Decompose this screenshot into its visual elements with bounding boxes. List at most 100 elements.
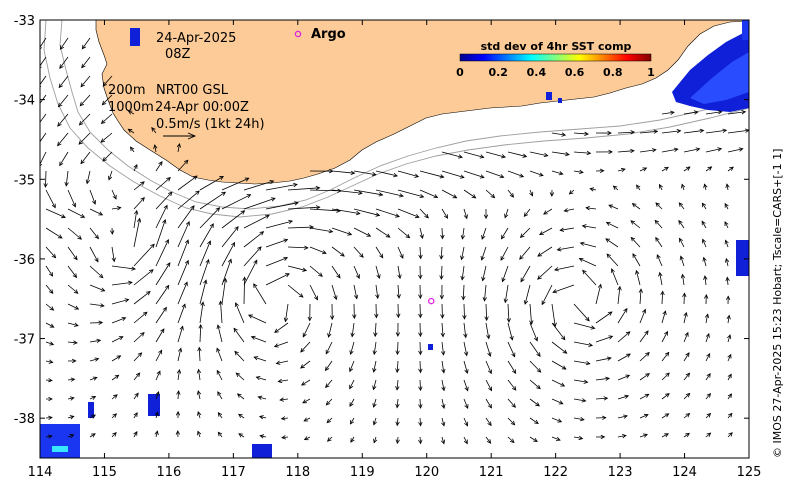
current-arrow [727,353,732,362]
current-arrow [549,189,555,197]
current-arrow [331,208,361,216]
current-arrow [155,218,167,248]
current-arrow [40,37,47,50]
current-arrow [265,182,298,191]
current-arrow [45,265,54,277]
current-arrow [661,310,667,324]
current-arrow [45,227,63,239]
current-arrow [503,284,509,304]
current-arrow [67,189,77,208]
current-arrow [543,208,553,215]
current-arrow [725,183,730,191]
current-arrow [703,275,708,286]
current-arrow [440,436,446,445]
current-arrow [67,265,78,279]
current-arrow [418,303,423,319]
current-arrow [605,221,619,229]
current-arrow [40,75,47,88]
y-tick-label: -36 [14,253,35,268]
current-arrow [67,246,78,261]
current-arrow [199,207,221,229]
current-arrow [197,430,202,438]
current-arrow [372,360,377,373]
current-arrow [177,159,189,172]
current-arrow [373,322,378,338]
current-arrow [350,322,355,338]
current-arrow [573,131,589,136]
colorbar-tick-label: 0.8 [603,66,623,79]
current-arrow [661,110,675,115]
current-arrow [606,253,619,267]
current-arrow [45,359,54,364]
current-arrow [67,358,77,364]
current-arrow [660,290,665,305]
current-arrow [463,360,469,374]
x-tick-label: 117 [221,465,246,480]
current-arrow [89,303,105,308]
current-arrow [551,417,563,423]
current-arrow [80,151,91,165]
x-tick-label: 115 [92,465,117,480]
argo-float-markers [427,297,435,305]
current-arrow [680,273,686,286]
current-arrow [578,257,597,267]
current-arrow [221,177,250,191]
current-arrow [658,271,663,286]
current-arrow [375,170,398,178]
current-arrow [353,246,364,258]
current-arrow [617,331,631,343]
colorbar-gradient [459,53,652,62]
current-arrow [681,183,686,191]
current-arrow [639,373,650,381]
current-arrow [579,241,597,248]
current-arrow [300,341,311,353]
current-arrow [177,325,184,343]
current-arrow [595,335,614,343]
current-arrow [151,126,157,134]
current-arrow [111,394,118,400]
current-arrow [177,190,200,210]
current-arrow [199,258,210,286]
current-arrow [683,166,691,172]
current-arrow [460,265,465,281]
current-arrow [440,341,446,356]
current-arrow [485,398,492,409]
current-arrow [372,341,377,356]
current-arrow [724,239,729,248]
current-arrow [661,372,670,381]
current-arrow [661,330,668,343]
current-arrow [325,360,333,372]
current-arrow [155,370,161,381]
current-arrow [507,379,517,391]
current-arrow [617,374,631,381]
current-arrow [636,184,641,191]
map-date: 24-Apr-2025 [156,31,236,46]
current-arrow [287,205,321,210]
current-arrow [133,217,142,248]
current-arrow [81,56,91,69]
current-arrow [419,208,429,219]
current-arrow [551,303,557,328]
current-arrow [111,355,122,362]
current-arrow [639,129,659,134]
current-arrow [300,360,311,369]
current-arrow [199,223,214,248]
current-arrow [395,341,400,356]
current-arrow [460,227,466,240]
current-arrow [395,436,400,445]
current-arrow [111,265,136,271]
current-arrow [309,246,327,255]
current-arrow [326,436,333,442]
current-arrow [331,265,341,279]
current-arrow [463,170,485,179]
current-arrow [701,202,707,210]
current-arrow [58,75,69,89]
current-arrow [177,205,195,229]
current-arrow [463,436,468,445]
current-arrow [573,322,596,330]
current-arrow [441,379,446,392]
current-arrow [523,284,531,305]
y-tick-label: -37 [14,333,35,348]
current-arrow [661,147,679,153]
colorbar-title: std dev of 4hr SST comp [481,40,632,53]
